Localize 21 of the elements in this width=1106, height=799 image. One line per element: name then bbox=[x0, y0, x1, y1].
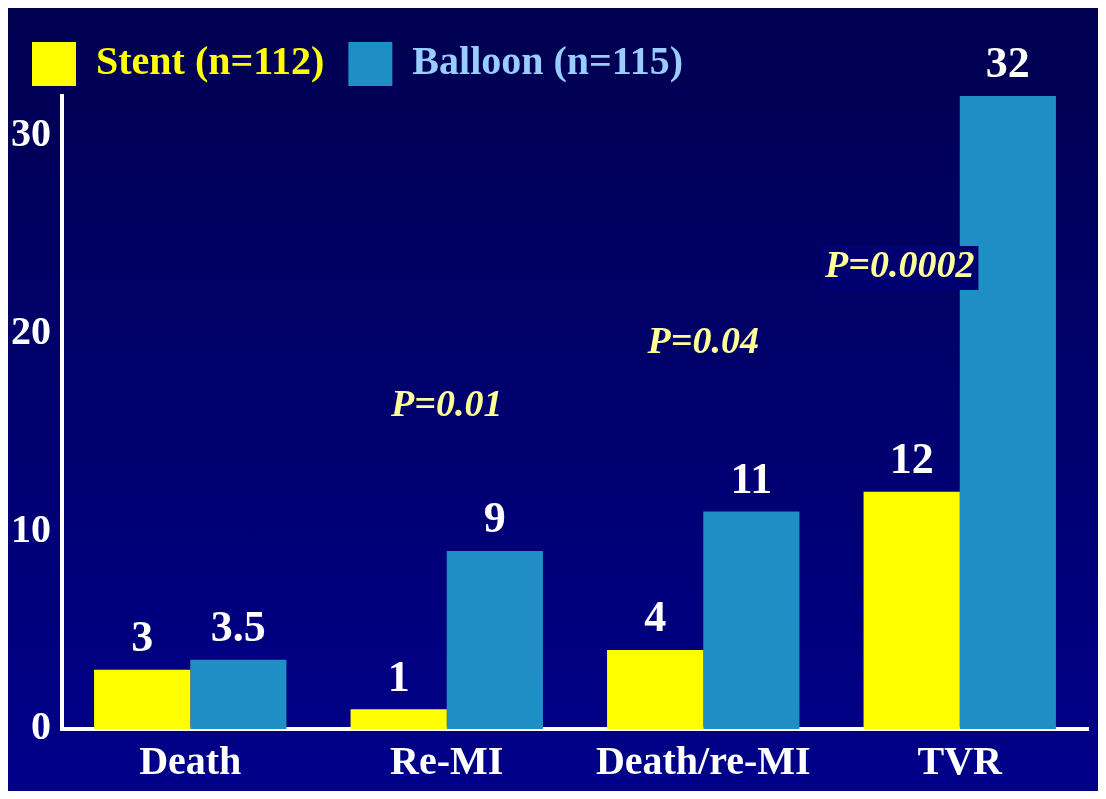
x-tick-label: Re-MI bbox=[390, 738, 504, 784]
data-label: 11 bbox=[730, 453, 773, 503]
y-tick-label: 30 bbox=[11, 109, 51, 155]
data-label: 9 bbox=[483, 493, 506, 543]
annotation: P=0.0002 bbox=[824, 242, 975, 285]
annotation: P=0.04 bbox=[646, 318, 759, 361]
legend-label: Balloon (n=115) bbox=[412, 38, 683, 84]
legend-label: Stent (n=112) bbox=[96, 38, 325, 84]
y-tick-label: 20 bbox=[11, 307, 51, 353]
y-tick-label: 10 bbox=[11, 505, 51, 551]
data-label: 3 bbox=[131, 612, 154, 662]
data-label: 3.5 bbox=[210, 602, 266, 652]
data-label: 1 bbox=[387, 651, 410, 701]
y-tick-label: 0 bbox=[31, 703, 51, 749]
x-tick-label: TVR bbox=[917, 738, 1004, 784]
data-label: 4 bbox=[644, 592, 667, 642]
data-label: 32 bbox=[985, 38, 1030, 88]
x-tick-label: Death/re-MI bbox=[595, 738, 811, 784]
data-label: 12 bbox=[889, 433, 934, 483]
x-tick-label: Death bbox=[139, 738, 242, 784]
annotation: P=0.01 bbox=[390, 381, 503, 424]
